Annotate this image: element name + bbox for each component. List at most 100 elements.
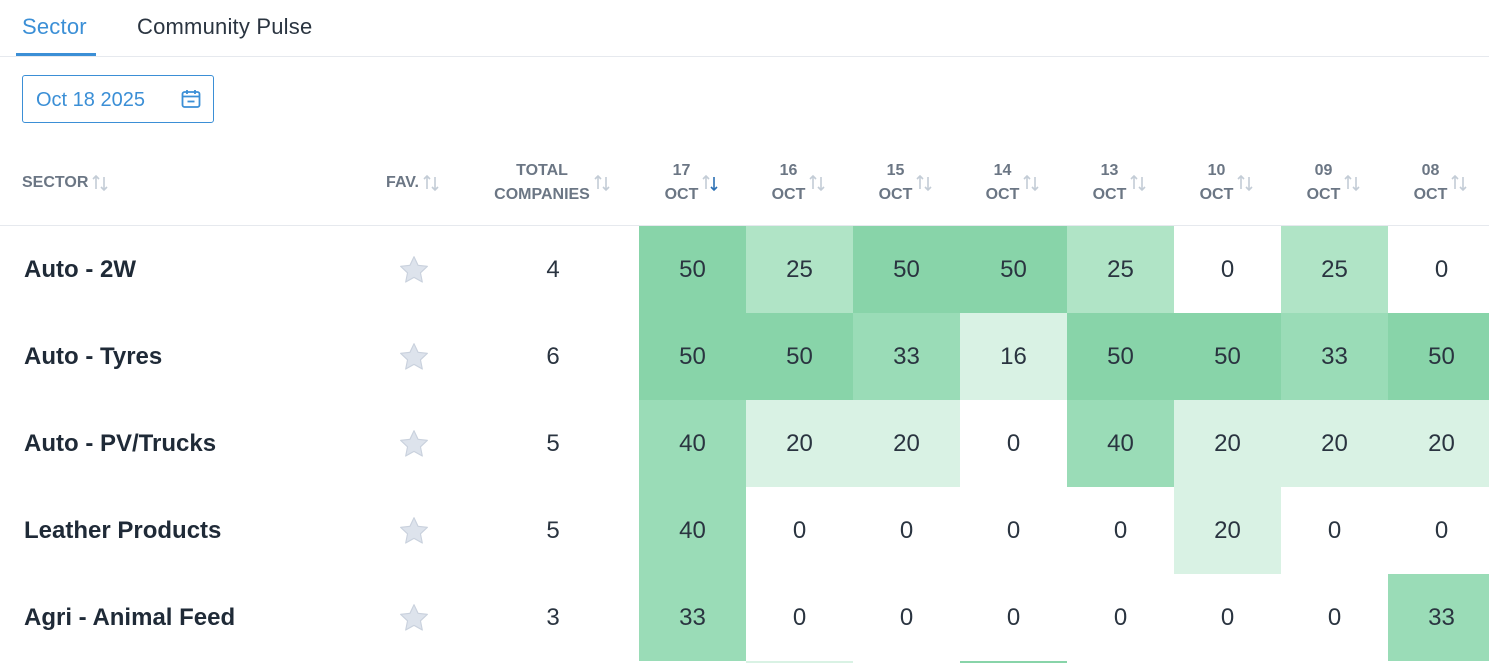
column-header-date-label: 14 OCT — [986, 159, 1020, 207]
column-header-date-label: 08 OCT — [1414, 159, 1448, 207]
column-header-date-label: 09 OCT — [1307, 159, 1341, 207]
heat-cell[interactable]: 0 — [1174, 574, 1281, 661]
column-header-fav[interactable]: FAV. — [360, 140, 467, 226]
sort-icon[interactable] — [807, 172, 827, 194]
heat-cell[interactable]: 0 — [960, 574, 1067, 661]
column-header-date[interactable]: 17 OCT — [639, 140, 746, 226]
sort-icon[interactable] — [1021, 172, 1041, 194]
heat-cell[interactable]: 33 — [853, 313, 960, 400]
column-header-day: 09 — [1314, 162, 1333, 179]
fav-cell — [360, 574, 467, 661]
heat-cell[interactable]: 50 — [1388, 313, 1489, 400]
column-header-day: 10 — [1207, 162, 1226, 179]
heat-cell[interactable]: 50 — [1067, 313, 1174, 400]
heat-cell[interactable]: 40 — [639, 400, 746, 487]
heat-cell[interactable]: 40 — [639, 487, 746, 574]
sort-icon[interactable] — [1342, 172, 1362, 194]
column-header-date[interactable]: 15 OCT — [853, 140, 960, 226]
sector-name[interactable]: Agri - Animal Feed — [24, 603, 236, 631]
column-header-date[interactable]: 14 OCT — [960, 140, 1067, 226]
column-header-date[interactable]: 10 OCT — [1174, 140, 1281, 226]
heat-cell[interactable]: 0 — [960, 487, 1067, 574]
heat-cell[interactable]: 20 — [746, 400, 853, 487]
heat-cell[interactable]: 40 — [1067, 400, 1174, 487]
next-row-heat-edge — [1388, 661, 1489, 663]
table-row[interactable]: Auto - PV/Trucks 5 40 20 20 0 40 20 20 20 — [0, 400, 1489, 487]
sort-icon[interactable] — [1449, 172, 1469, 194]
column-header-total-companies[interactable]: TOTAL COMPANIES — [467, 140, 639, 226]
total-companies: 5 — [546, 516, 560, 544]
sector-name[interactable]: Leather Products — [24, 516, 222, 544]
star-icon[interactable] — [397, 253, 431, 287]
column-header-fav-label: FAV. — [386, 174, 419, 191]
table-row[interactable]: Agri - Animal Feed 3 33 0 0 0 0 0 0 33 — [0, 574, 1489, 661]
heat-cell[interactable]: 20 — [1388, 400, 1489, 487]
heat-cell[interactable]: 25 — [746, 226, 853, 313]
column-header-date[interactable]: 16 OCT — [746, 140, 853, 226]
star-icon[interactable] — [397, 427, 431, 461]
heat-cell[interactable]: 50 — [1174, 313, 1281, 400]
sector-name[interactable]: Auto - 2W — [24, 255, 136, 283]
heat-cell[interactable]: 20 — [1174, 487, 1281, 574]
heat-cell[interactable]: 50 — [853, 226, 960, 313]
heat-cell[interactable]: 25 — [1067, 226, 1174, 313]
heat-cell[interactable]: 0 — [1174, 226, 1281, 313]
next-row-heat-edge — [1067, 661, 1174, 663]
sort-desc-icon[interactable] — [700, 172, 720, 194]
heat-cell[interactable]: 0 — [853, 487, 960, 574]
heat-cell[interactable]: 50 — [746, 313, 853, 400]
heat-cell[interactable]: 0 — [1388, 226, 1489, 313]
heat-cell[interactable]: 50 — [639, 226, 746, 313]
heat-cell[interactable]: 16 — [960, 313, 1067, 400]
date-picker[interactable]: Oct 18 2025 — [22, 75, 214, 123]
sort-icon[interactable] — [914, 172, 934, 194]
star-icon[interactable] — [397, 340, 431, 374]
heat-cell[interactable]: 33 — [639, 574, 746, 661]
heat-cell[interactable]: 0 — [1067, 574, 1174, 661]
sector-name[interactable]: Auto - Tyres — [24, 342, 163, 370]
heat-cell[interactable]: 20 — [853, 400, 960, 487]
column-header-day: 08 — [1421, 162, 1440, 179]
sort-icon[interactable] — [1235, 172, 1255, 194]
sort-icon[interactable] — [90, 172, 110, 194]
column-header-total-label: TOTAL COMPANIES — [494, 159, 590, 207]
calendar-icon[interactable] — [179, 87, 203, 111]
column-header-day: 16 — [779, 162, 798, 179]
heat-cell[interactable]: 0 — [853, 574, 960, 661]
next-row-heat-edge — [746, 661, 853, 663]
next-row-heat-edge — [639, 661, 746, 663]
heat-cell[interactable]: 0 — [746, 487, 853, 574]
table-header: SECTOR FAV. TOTAL COMPANIES 17 OCT 16 O — [0, 140, 1489, 226]
sort-icon[interactable] — [1128, 172, 1148, 194]
sort-icon[interactable] — [421, 172, 441, 194]
tab-sector[interactable]: Sector — [22, 14, 87, 39]
heat-cell[interactable]: 20 — [1281, 400, 1388, 487]
table-row[interactable]: Auto - Tyres 6 50 50 33 16 50 50 33 50 — [0, 313, 1489, 400]
table-row[interactable]: Leather Products 5 40 0 0 0 0 20 0 0 — [0, 487, 1489, 574]
heat-cell[interactable]: 33 — [1388, 574, 1489, 661]
table-row[interactable]: Auto - 2W 4 50 25 50 50 25 0 25 0 — [0, 226, 1489, 313]
heat-cell[interactable]: 0 — [1388, 487, 1489, 574]
column-header-date[interactable]: 08 OCT — [1388, 140, 1489, 226]
sector-name[interactable]: Auto - PV/Trucks — [24, 429, 217, 457]
star-icon[interactable] — [397, 601, 431, 635]
total-companies: 6 — [546, 342, 560, 370]
heat-cell[interactable]: 0 — [1281, 487, 1388, 574]
heat-cell[interactable]: 50 — [639, 313, 746, 400]
heat-cell[interactable]: 20 — [1174, 400, 1281, 487]
heat-cell[interactable]: 33 — [1281, 313, 1388, 400]
heat-cell[interactable]: 50 — [960, 226, 1067, 313]
column-header-date[interactable]: 13 OCT — [1067, 140, 1174, 226]
heat-cell[interactable]: 0 — [1067, 487, 1174, 574]
column-header-date-label: 10 OCT — [1200, 159, 1234, 207]
heat-cell[interactable]: 0 — [960, 400, 1067, 487]
column-header-date[interactable]: 09 OCT — [1281, 140, 1388, 226]
heat-cell[interactable]: 0 — [1281, 574, 1388, 661]
heat-cell[interactable]: 0 — [746, 574, 853, 661]
star-icon[interactable] — [397, 514, 431, 548]
tab-community-pulse[interactable]: Community Pulse — [137, 14, 313, 39]
date-picker-value: Oct 18 2025 — [36, 89, 145, 111]
heat-cell[interactable]: 25 — [1281, 226, 1388, 313]
column-header-sector[interactable]: SECTOR — [0, 140, 360, 226]
sort-icon[interactable] — [592, 172, 612, 194]
